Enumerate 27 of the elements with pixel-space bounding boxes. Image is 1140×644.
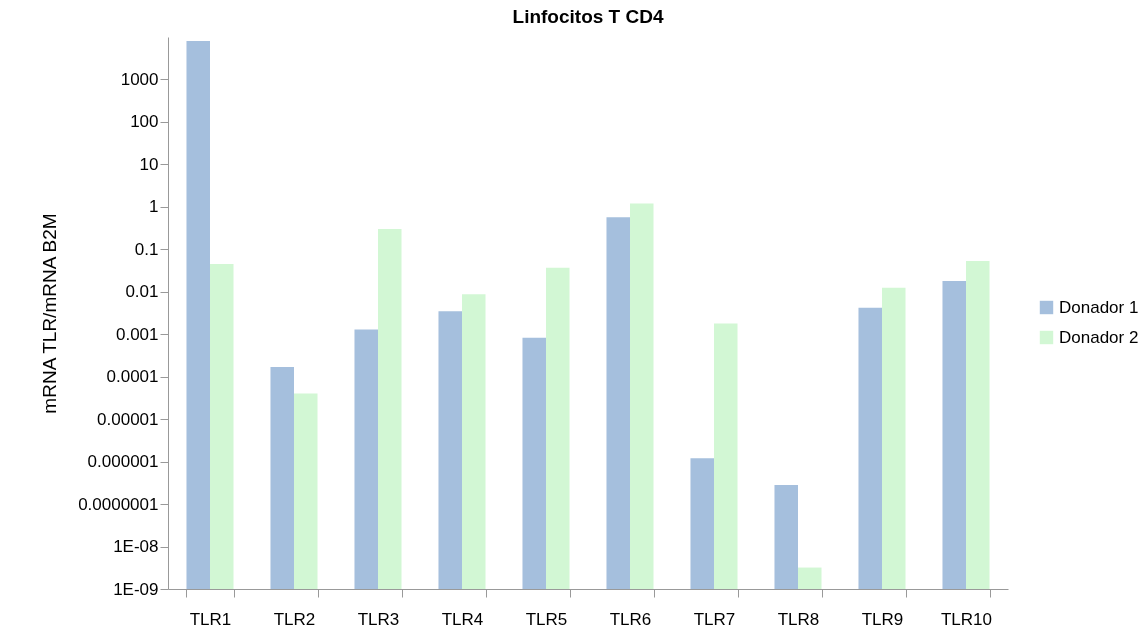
y-tick-label: 1 <box>149 197 159 217</box>
x-tick-label: TLR10 <box>940 609 993 629</box>
y-tick-label: 0.1 <box>134 239 159 259</box>
legend-label: Donador 1 <box>1059 297 1139 317</box>
y-tick-label: 0.0000001 <box>78 494 159 514</box>
x-tick-label: TLR6 <box>609 609 652 629</box>
x-tick-label: TLR4 <box>441 609 484 629</box>
x-tick-label: TLR5 <box>525 609 568 629</box>
x-tick-label: TLR3 <box>357 609 400 629</box>
x-tick-label: TLR7 <box>693 609 736 629</box>
y-tick-label: 10 <box>139 154 159 174</box>
x-tick-label: TLR2 <box>273 609 316 629</box>
y-tick-label: 0.00001 <box>97 409 159 429</box>
x-tick-label: TLR1 <box>189 609 232 629</box>
x-tick-label: TLR9 <box>861 609 904 629</box>
y-tick-label: 0.000001 <box>87 452 159 472</box>
y-axis-title: mRNA TLR/mRNA B2M <box>39 213 61 414</box>
y-tick-label: 0.001 <box>115 324 159 344</box>
chart-title: Linfocitos T CD4 <box>512 6 664 27</box>
y-tick-label: 1E-09 <box>113 579 159 599</box>
y-tick-label: 0.0001 <box>106 367 159 387</box>
y-tick-label: 100 <box>130 112 159 132</box>
legend-label: Donador 2 <box>1059 327 1139 347</box>
x-tick-label: TLR8 <box>777 609 820 629</box>
y-tick-label: 1000 <box>120 69 159 89</box>
y-tick-label: 1E-08 <box>113 537 159 557</box>
y-tick-label: 0.01 <box>125 282 159 302</box>
